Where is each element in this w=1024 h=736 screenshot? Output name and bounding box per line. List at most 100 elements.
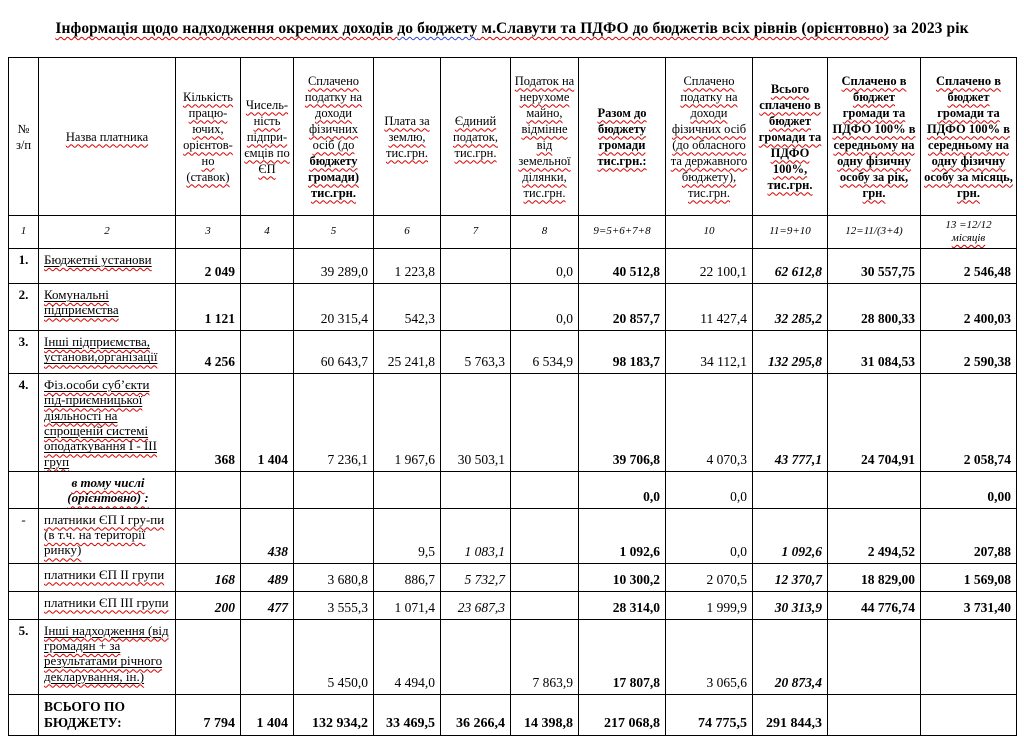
value-cell: 14 398,8	[510, 693, 579, 736]
value-cell: 1 121	[175, 283, 241, 331]
column-header-label: Сплачено податку на доходи фізичних осіб…	[670, 73, 748, 200]
value-text: 3 731,40	[963, 599, 1011, 615]
value-cell: 1 083,1	[440, 507, 511, 564]
column-header: Сплачено в бюджет громади та ПДФО 100% в…	[920, 57, 1017, 216]
column-header: Сплачено податку на доходи фізичних осіб…	[293, 57, 374, 216]
value-cell: 2 058,74	[920, 373, 1017, 472]
column-header: Кількість працю-ючих, орієнтов-но (ставо…	[175, 57, 241, 216]
column-number: 10	[665, 215, 753, 249]
value-text: 2 546,48	[963, 264, 1011, 279]
row-number	[8, 590, 39, 620]
value-text: 9,5	[418, 543, 435, 559]
value-cell: 39 706,8	[578, 373, 666, 472]
payer-name: Фіз.особи суб’єкти під-приємницької діял…	[38, 373, 176, 472]
value-cell: 6 534,9	[510, 330, 579, 374]
value-text: 1 121	[204, 311, 235, 326]
value-text: 60 643,7	[320, 354, 368, 369]
value-text: 12 370,7	[774, 571, 822, 587]
value-text: 5 732,7	[464, 571, 506, 587]
payer-name-label: платники ЄП І гру-пи (в т.ч. на територі…	[44, 511, 165, 558]
value-cell	[240, 470, 294, 509]
row-number: 5.	[8, 618, 39, 695]
value-cell: 43 777,1	[752, 373, 828, 472]
column-header: Сплачено в бюджет громади та ПДФО 100% в…	[827, 57, 921, 216]
value-text: 1 223,8	[394, 264, 436, 279]
value-cell	[440, 618, 511, 695]
value-text: 5 763,3	[464, 354, 506, 369]
value-cell	[175, 507, 241, 564]
value-text: 24 704,91	[861, 451, 915, 467]
column-number: 9=5+6+7+8	[578, 215, 666, 249]
title-segment: м.Славути та ПДФО до бюджетів всіх рівні…	[477, 20, 889, 37]
value-text: 44 776,74	[861, 599, 915, 615]
payer-name-label: Бюджетні установи	[44, 252, 152, 267]
column-header-label: Назва платника	[65, 129, 149, 144]
value-cell: 30 557,75	[827, 248, 921, 284]
value-text: 17 807,8	[612, 674, 660, 690]
value-text: 132 295,8	[768, 354, 822, 369]
header-row: № з/п Назва платника Кількість працю-ючих,…	[8, 57, 1017, 216]
value-cell: 217 068,8	[578, 693, 666, 736]
value-text: 0,0	[556, 264, 573, 279]
value-cell: 40 512,8	[578, 248, 666, 284]
row-number: 4.	[8, 373, 39, 472]
column-number: 6	[373, 215, 441, 249]
value-cell	[510, 507, 579, 564]
value-text: 368	[214, 451, 235, 467]
value-cell: 200	[175, 590, 241, 620]
column-number: 2	[38, 215, 176, 249]
table-row: 1. Бюджетні установи 2 049 39 289,0 1 223,8 0…	[8, 248, 1017, 284]
value-text: 20 857,7	[612, 311, 660, 326]
column-header: Разом до бюджету громади тис.грн.:	[578, 57, 666, 216]
value-cell: 1 071,4	[373, 590, 441, 620]
value-text: 0,0	[730, 488, 747, 504]
column-header-label: Сплачено в бюджет громади та ПДФО 100% в…	[832, 73, 916, 200]
value-text: 5 450,0	[327, 674, 369, 690]
row-number	[8, 693, 39, 736]
value-cell: 98 183,7	[578, 330, 666, 374]
title-segment: за 2023 рік	[888, 20, 969, 37]
value-cell: 1 404	[240, 373, 294, 472]
row-number	[8, 470, 39, 509]
table-row: - платники ЄП І гру-пи (в т.ч. на територ…	[8, 507, 1017, 564]
value-cell: 542,3	[373, 283, 441, 331]
value-cell: 17 807,8	[578, 618, 666, 695]
value-text: 1 999,9	[706, 599, 748, 615]
value-cell: 20 315,4	[293, 283, 374, 331]
value-cell	[510, 590, 579, 620]
value-cell: 36 266,4	[440, 693, 511, 736]
value-cell: 74 775,5	[665, 693, 753, 736]
column-header-label: бюджету громади) тис.грн.	[307, 153, 359, 200]
value-cell: 7 863,9	[510, 618, 579, 695]
value-cell: 11 427,4	[665, 283, 753, 331]
value-cell	[827, 618, 921, 695]
column-header-label: Кількість працю-ючих, орієнтов-но (ставо…	[182, 89, 233, 184]
value-cell: 28 800,33	[827, 283, 921, 331]
value-cell: 1 999,9	[665, 590, 753, 620]
value-cell: 2 546,48	[920, 248, 1017, 284]
value-cell	[175, 470, 241, 509]
column-header-label: Плата за землю, тис.грн.	[384, 113, 430, 160]
column-number: 4	[240, 215, 294, 249]
value-text: 6 534,9	[532, 354, 574, 369]
value-cell: 18 829,00	[827, 562, 921, 592]
value-text: 25 241,8	[387, 354, 435, 369]
value-text: 1 569,08	[963, 571, 1011, 587]
value-cell: 207,88	[920, 507, 1017, 564]
column-number: 13 =12/12 місяців	[920, 215, 1017, 249]
value-text: 1 404	[256, 715, 289, 731]
column-header-label: Сплачено податку на доходи фізичних осіб…	[304, 73, 363, 152]
column-header-label: Разом до бюджету громади тис.грн.:	[597, 105, 647, 168]
value-text: 7 236,1	[327, 451, 369, 467]
value-cell: 4 256	[175, 330, 241, 374]
value-cell: 1 404	[240, 693, 294, 736]
value-text: 0,00	[987, 488, 1011, 504]
value-cell	[240, 618, 294, 695]
value-cell: 0,00	[920, 470, 1017, 509]
row-number: 1.	[8, 248, 39, 284]
value-cell: 0,0	[665, 470, 753, 509]
value-cell: 4 494,0	[373, 618, 441, 695]
payer-name: платники ЄП І гру-пи (в т.ч. на територі…	[38, 507, 176, 564]
value-cell: 3 731,40	[920, 590, 1017, 620]
